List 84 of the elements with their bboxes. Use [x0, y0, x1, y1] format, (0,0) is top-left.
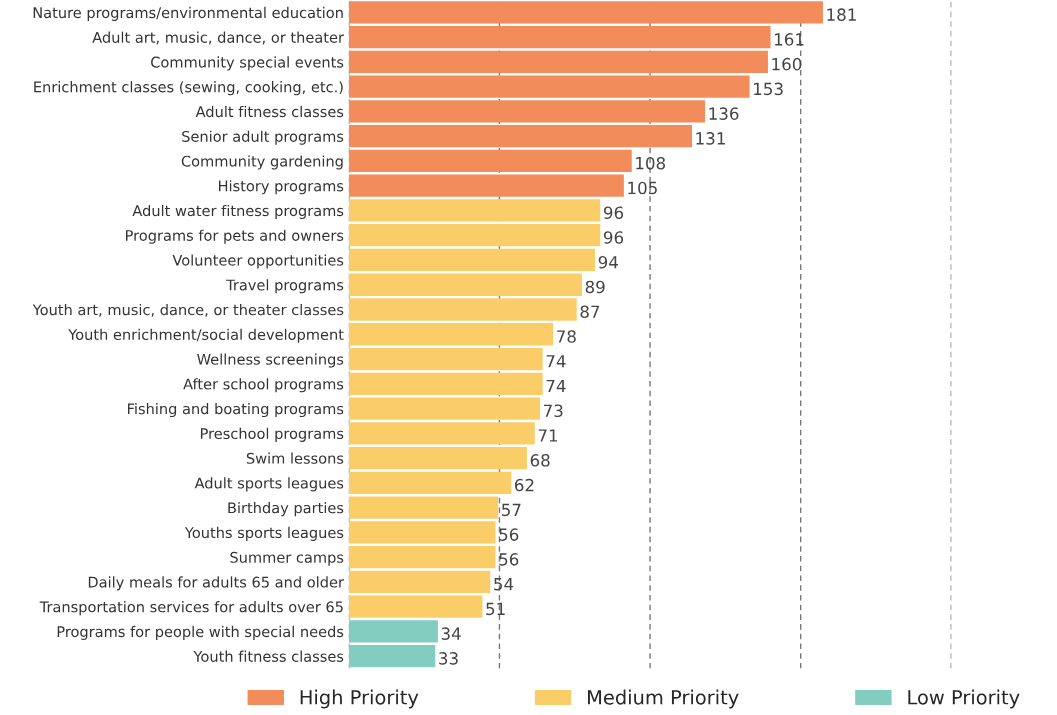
bar — [348, 50, 768, 74]
data-label: 71 — [538, 429, 558, 442]
bar — [348, 149, 632, 173]
y-tick-label: After school programs — [183, 378, 344, 393]
y-tick-label: Transportation services for adults over 65 — [39, 601, 343, 616]
bar — [348, 298, 577, 321]
y-tick-label: Adult sports leagues — [194, 477, 344, 492]
bar — [348, 347, 543, 371]
bar — [348, 446, 527, 470]
data-label: 62 — [515, 478, 534, 492]
bar — [348, 100, 706, 123]
y-tick-label: Community special events — [151, 56, 344, 71]
bar — [348, 75, 750, 98]
data-label: 89 — [585, 280, 605, 294]
bar — [348, 570, 491, 594]
legend-label: Low Priority — [908, 689, 1020, 709]
data-label: 108 — [636, 156, 666, 170]
data-label: 56 — [499, 553, 519, 566]
data-label: 33 — [439, 652, 458, 665]
bar — [348, 248, 596, 272]
legend-label: Medium Priority — [588, 689, 739, 709]
bar — [348, 645, 436, 668]
bar — [348, 471, 512, 494]
data-label: 153 — [754, 82, 783, 96]
data-label: 87 — [580, 305, 600, 319]
data-label: 136 — [709, 107, 739, 120]
y-tick-label: Wellness screenings — [197, 353, 344, 368]
bar — [348, 422, 535, 445]
bar — [348, 595, 483, 618]
y-tick-label: Preschool programs — [200, 427, 344, 442]
bar — [348, 323, 554, 346]
data-label: 54 — [494, 578, 514, 591]
data-label: 74 — [546, 355, 566, 368]
y-tick-label: Adult art, music, dance, or theater — [92, 31, 344, 45]
bar — [348, 620, 438, 643]
data-label: 74 — [546, 379, 566, 393]
data-label: 57 — [502, 503, 521, 517]
y-tick-label: Youth art, music, dance, or theater classes — [32, 303, 344, 317]
data-label: 51 — [486, 602, 505, 616]
data-label: 68 — [530, 454, 550, 467]
bar — [348, 273, 582, 296]
data-label: 34 — [441, 627, 461, 640]
data-label: 181 — [827, 8, 856, 21]
data-label: 78 — [557, 330, 576, 343]
y-tick-label: Birthday parties — [228, 502, 344, 517]
data-label: 161 — [775, 33, 804, 46]
data-label: 94 — [598, 255, 618, 269]
bar — [348, 125, 692, 148]
y-tick-label: Enrichment classes (sewing, cooking, etc.) — [34, 81, 343, 96]
data-label: 56 — [499, 528, 519, 541]
y-tick-label: Senior adult programs — [182, 130, 344, 145]
bar — [348, 26, 771, 49]
y-tick-label: Fishing and boating programs — [128, 403, 344, 418]
y-tick-label: Daily meals for adults 65 and older — [88, 576, 344, 591]
y-tick-label: Youth enrichment/social development — [68, 328, 344, 343]
y-tick-label: Swim lessons — [246, 452, 344, 464]
y-tick-label: Adult fitness classes — [195, 105, 344, 118]
bar — [348, 397, 541, 420]
bar — [348, 199, 601, 222]
data-label: 160 — [772, 57, 802, 71]
data-label: 96 — [603, 231, 624, 244]
y-tick-label: Programs for pets and owners — [126, 229, 344, 244]
data-label: 131 — [696, 132, 725, 145]
y-tick-label: History programs — [219, 180, 344, 195]
bar — [348, 174, 624, 197]
bar — [348, 545, 496, 569]
bar — [348, 224, 601, 247]
y-tick-label: Youth fitness classes — [193, 650, 344, 662]
data-label: 96 — [603, 206, 624, 220]
bar — [348, 496, 499, 519]
bar — [348, 521, 496, 544]
y-tick-label: Travel programs — [226, 279, 344, 294]
y-tick-label: Volunteer opportunities — [172, 254, 344, 269]
y-tick-label: Community gardening — [181, 155, 343, 170]
bar — [348, 372, 543, 395]
legend-label: High Priority — [300, 689, 419, 709]
y-tick-label: Youths sports leagues — [184, 526, 344, 541]
data-label: 73 — [544, 404, 563, 418]
y-tick-label: Nature programs/environmental education — [33, 6, 343, 21]
y-tick-label: Summer camps — [230, 551, 344, 566]
y-tick-label: Programs for people with special needs — [57, 625, 344, 640]
bar — [348, 1, 823, 24]
y-tick-label: Adult water fitness programs — [132, 204, 344, 220]
data-label: 105 — [628, 181, 657, 195]
